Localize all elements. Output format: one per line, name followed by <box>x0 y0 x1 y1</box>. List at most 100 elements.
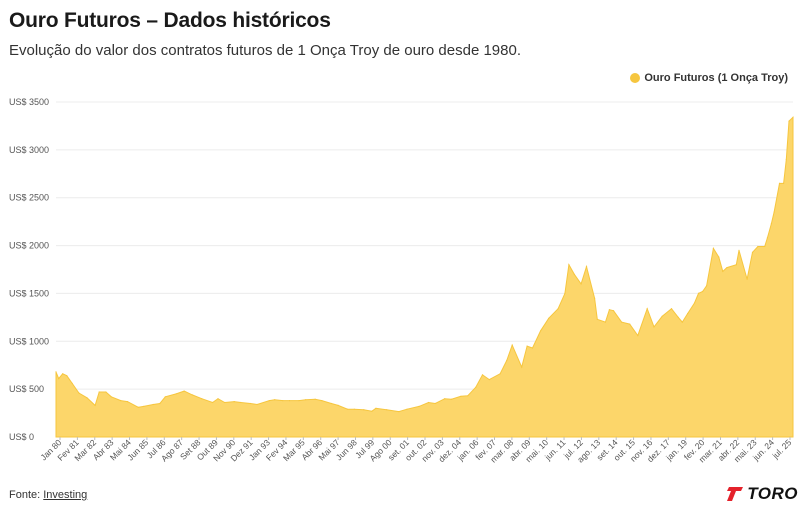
data-point <box>330 402 332 405</box>
data-point <box>681 321 683 323</box>
legend[interactable]: Ouro Futuros (1 Onça Troy) <box>630 72 788 84</box>
legend-label: Ouro Futuros (1 Onça Troy) <box>644 72 788 84</box>
data-point <box>94 404 96 406</box>
data-point <box>783 182 785 184</box>
data-point <box>612 310 615 312</box>
data-point <box>274 399 276 401</box>
data-point <box>746 278 748 280</box>
data-point <box>467 395 469 397</box>
data-point <box>427 401 430 404</box>
data-point <box>661 315 663 317</box>
y-tick-label: US$ 3500 <box>9 97 49 107</box>
data-point <box>337 404 339 406</box>
data-point <box>557 308 559 310</box>
data-point <box>66 375 68 377</box>
data-point <box>444 398 446 400</box>
data-point <box>751 251 754 253</box>
data-point <box>256 403 258 406</box>
data-point <box>653 326 655 328</box>
data-point <box>86 397 88 399</box>
data-point <box>706 285 708 287</box>
data-point <box>766 237 769 239</box>
data-point <box>596 318 598 320</box>
y-tick-label: US$ 3000 <box>9 145 49 155</box>
data-point <box>722 270 724 272</box>
data-point <box>677 316 679 318</box>
data-point <box>224 401 226 404</box>
y-tick-label: US$ 0 <box>9 432 34 442</box>
data-point <box>757 245 759 248</box>
data-point <box>143 405 145 407</box>
source-link[interactable]: Investing <box>43 489 88 501</box>
data-point <box>321 400 323 402</box>
data-point <box>712 247 715 249</box>
toro-mark-icon <box>727 487 744 501</box>
brand-text: TORO <box>747 484 798 503</box>
data-point <box>450 398 453 400</box>
x-tick-label: jul. 25 <box>770 437 794 461</box>
data-point <box>55 371 57 373</box>
data-point <box>738 249 740 251</box>
data-point <box>201 398 203 400</box>
data-point <box>137 406 139 408</box>
data-point <box>110 396 112 398</box>
y-tick-label: US$ 2500 <box>9 193 49 203</box>
data-point <box>540 330 542 332</box>
data-point <box>460 395 462 397</box>
data-point <box>233 401 235 403</box>
data-point <box>778 182 781 184</box>
data-point <box>434 402 436 405</box>
data-point <box>268 400 270 402</box>
y-tick-label: US$ 1000 <box>9 336 49 346</box>
data-point <box>521 366 523 368</box>
data-point <box>718 256 720 258</box>
data-point <box>506 359 508 361</box>
data-point <box>164 396 166 398</box>
data-point <box>773 211 775 213</box>
data-point <box>511 344 513 346</box>
data-point <box>526 345 528 347</box>
data-point <box>475 386 477 388</box>
data-point <box>398 411 400 413</box>
y-tick-label: US$ 1500 <box>9 288 49 298</box>
data-point <box>697 292 700 294</box>
legend-marker <box>630 73 641 83</box>
data-point <box>217 398 219 400</box>
data-point <box>608 309 611 311</box>
data-point <box>240 401 242 404</box>
toro-logo: TORO <box>726 484 798 504</box>
data-point <box>71 382 73 384</box>
data-point <box>314 398 316 400</box>
data-point <box>594 297 596 299</box>
data-point <box>604 321 607 323</box>
data-point <box>249 402 251 405</box>
data-point <box>646 308 648 310</box>
data-point <box>375 407 377 409</box>
data-point <box>282 400 284 402</box>
data-point <box>298 400 300 402</box>
chart-subtitle: Evolução do valor dos contratos futuros … <box>9 42 521 59</box>
data-point <box>693 302 696 304</box>
plot-area <box>55 116 794 438</box>
data-point <box>585 266 588 268</box>
source-note: Fonte: Investing <box>9 489 87 501</box>
y-axis: US$ 0 US$ 500 US$ 1000 US$ 1500 US$ 2000 US$ … <box>9 97 49 442</box>
data-point <box>580 283 582 285</box>
data-point <box>105 391 107 393</box>
data-point <box>288 400 291 402</box>
data-point <box>785 158 787 160</box>
data-point <box>788 120 790 122</box>
data-point <box>191 394 193 396</box>
data-point <box>531 347 534 349</box>
data-point <box>621 321 623 323</box>
data-point <box>386 409 388 411</box>
data-point <box>159 402 161 405</box>
data-point <box>670 308 673 310</box>
data-point <box>629 323 631 325</box>
y-tick-label: US$ 500 <box>9 384 44 394</box>
data-point <box>573 273 575 275</box>
data-point <box>481 374 484 376</box>
data-point <box>726 267 728 269</box>
